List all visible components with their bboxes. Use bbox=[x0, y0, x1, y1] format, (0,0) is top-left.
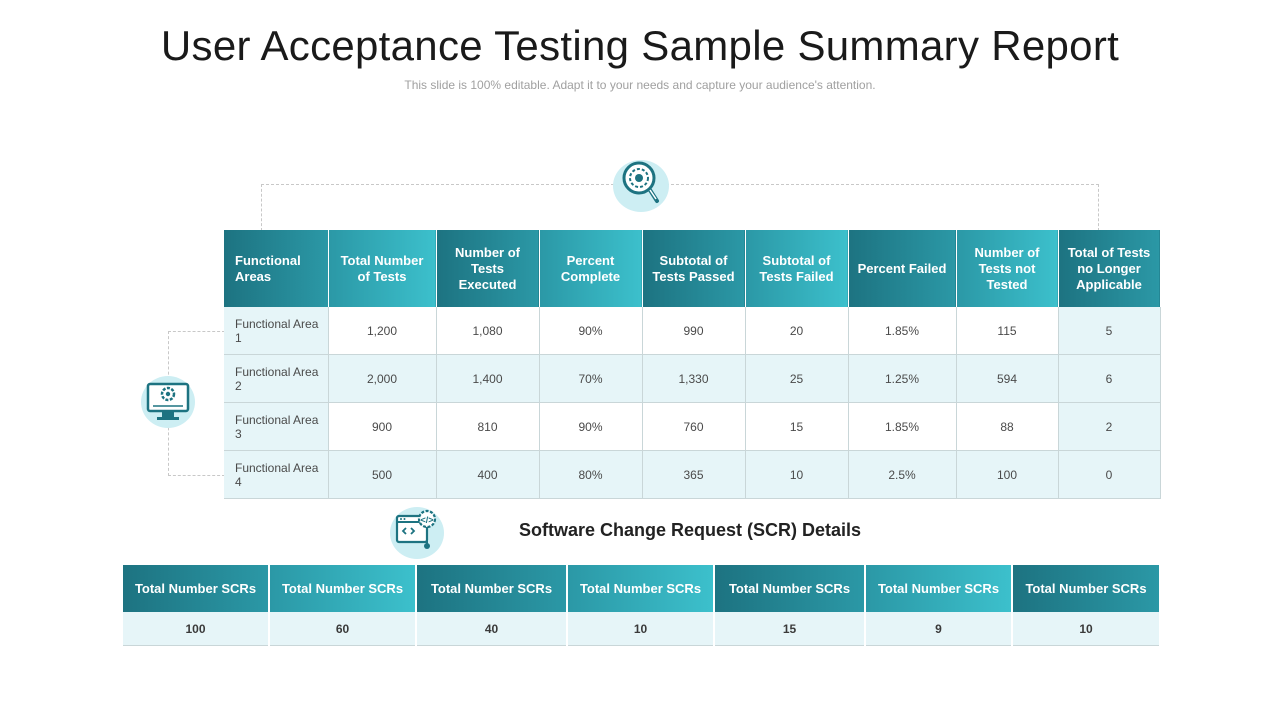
scr-header-row: Total Number SCRs Total Number SCRs Tota… bbox=[123, 565, 1161, 612]
table-cell: 990 bbox=[642, 307, 746, 355]
table-cell: 15 bbox=[745, 402, 849, 451]
summary-header-row: Functional Areas Total Number of Tests N… bbox=[224, 230, 1161, 307]
table-cell: 810 bbox=[436, 402, 540, 451]
scr-value: 60 bbox=[269, 612, 417, 646]
scr-value: 10 bbox=[1012, 612, 1161, 646]
header-tests-failed: Subtotal of Tests Failed bbox=[745, 230, 849, 307]
scr-value: 100 bbox=[123, 612, 270, 646]
header-not-applicable: Total of Tests no Longer Applicable bbox=[1058, 230, 1161, 307]
table-cell: 2.5% bbox=[848, 450, 957, 499]
magnifier-gear-icon bbox=[617, 156, 667, 210]
table-cell: 1,330 bbox=[642, 354, 746, 403]
table-cell: 2 bbox=[1058, 402, 1161, 451]
table-cell: 1,200 bbox=[328, 307, 437, 355]
table-cell: 0 bbox=[1058, 450, 1161, 499]
scr-section-title: Software Change Request (SCR) Details bbox=[518, 520, 862, 540]
scr-header: Total Number SCRs bbox=[269, 565, 417, 612]
table-cell: 10 bbox=[745, 450, 849, 499]
table-cell: 365 bbox=[642, 450, 746, 499]
table-cell: 70% bbox=[539, 354, 643, 403]
table-cell: Functional Area 3 bbox=[224, 402, 329, 451]
table-cell: 1.85% bbox=[848, 307, 957, 355]
table-cell: Functional Area 4 bbox=[224, 450, 329, 499]
table-cell: 90% bbox=[539, 307, 643, 355]
header-percent-complete: Percent Complete bbox=[539, 230, 643, 307]
page-title: User Acceptance Testing Sample Summary R… bbox=[160, 22, 1120, 69]
table-cell: 80% bbox=[539, 450, 643, 499]
code-window-gear-icon: </> bbox=[394, 506, 444, 556]
table-cell: 6 bbox=[1058, 354, 1161, 403]
table-cell: 115 bbox=[956, 307, 1059, 355]
scr-values-row: 100 60 40 10 15 9 10 bbox=[123, 612, 1161, 646]
scr-value: 10 bbox=[567, 612, 715, 646]
table-cell: 500 bbox=[328, 450, 437, 499]
scr-header: Total Number SCRs bbox=[123, 565, 270, 612]
table-cell: 100 bbox=[956, 450, 1059, 499]
top-connector-line bbox=[261, 184, 1099, 231]
table-cell: 400 bbox=[436, 450, 540, 499]
scr-value: 9 bbox=[865, 612, 1013, 646]
table-cell: 1,400 bbox=[436, 354, 540, 403]
svg-text:</>: </> bbox=[420, 515, 433, 525]
scr-table: Total Number SCRs Total Number SCRs Tota… bbox=[123, 565, 1161, 646]
scr-header: Total Number SCRs bbox=[1012, 565, 1161, 612]
table-cell: 1.25% bbox=[848, 354, 957, 403]
table-cell: Functional Area 1 bbox=[224, 307, 329, 355]
table-cell: 1.85% bbox=[848, 402, 957, 451]
table-row: Functional Area 4 500 400 80% 365 10 2.5… bbox=[224, 450, 1161, 499]
header-total-tests: Total Number of Tests bbox=[328, 230, 437, 307]
scr-header: Total Number SCRs bbox=[714, 565, 866, 612]
scr-value: 15 bbox=[714, 612, 866, 646]
header-functional-areas: Functional Areas bbox=[224, 230, 329, 307]
scr-header: Total Number SCRs bbox=[416, 565, 568, 612]
header-tests-executed: Number of Tests Executed bbox=[436, 230, 540, 307]
scr-header: Total Number SCRs bbox=[865, 565, 1013, 612]
table-row: Functional Area 3 900 810 90% 760 15 1.8… bbox=[224, 402, 1161, 451]
table-cell: 88 bbox=[956, 402, 1059, 451]
table-row: Functional Area 2 2,000 1,400 70% 1,330 … bbox=[224, 354, 1161, 403]
table-cell: 594 bbox=[956, 354, 1059, 403]
table-cell: 900 bbox=[328, 402, 437, 451]
summary-table: Functional Areas Total Number of Tests N… bbox=[224, 230, 1161, 499]
table-cell: Functional Area 2 bbox=[224, 354, 329, 403]
header-percent-failed: Percent Failed bbox=[848, 230, 957, 307]
table-cell: 25 bbox=[745, 354, 849, 403]
table-cell: 90% bbox=[539, 402, 643, 451]
table-cell: 20 bbox=[745, 307, 849, 355]
header-tests-passed: Subtotal of Tests Passed bbox=[642, 230, 746, 307]
table-cell: 1,080 bbox=[436, 307, 540, 355]
page-subtitle: This slide is 100% editable. Adapt it to… bbox=[404, 78, 876, 92]
table-cell: 760 bbox=[642, 402, 746, 451]
scr-value: 40 bbox=[416, 612, 568, 646]
monitor-gear-icon bbox=[145, 378, 191, 424]
table-cell: 2,000 bbox=[328, 354, 437, 403]
header-not-tested: Number of Tests not Tested bbox=[956, 230, 1059, 307]
table-row: Functional Area 1 1,200 1,080 90% 990 20… bbox=[224, 307, 1161, 355]
table-cell: 5 bbox=[1058, 307, 1161, 355]
scr-header: Total Number SCRs bbox=[567, 565, 715, 612]
